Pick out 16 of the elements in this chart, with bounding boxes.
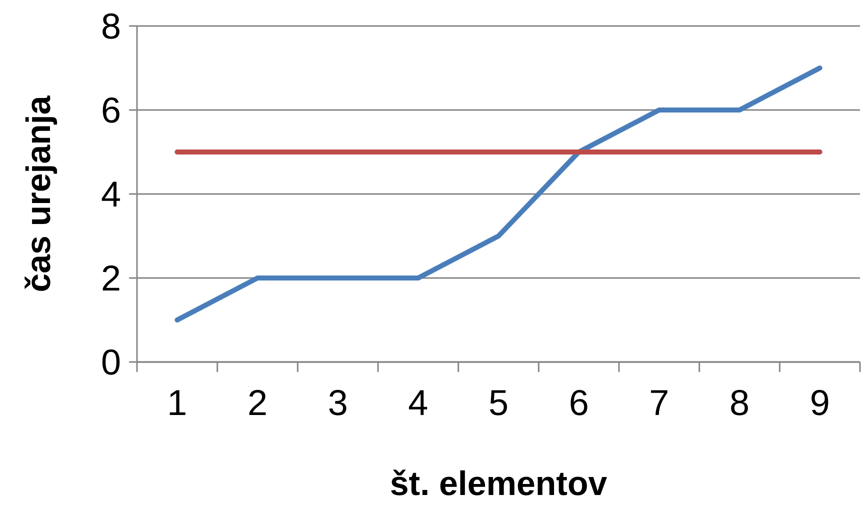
y-tick-label: 0 bbox=[100, 342, 121, 383]
x-tick-label: 1 bbox=[167, 382, 188, 423]
x-tick-label: 7 bbox=[649, 382, 670, 423]
x-tick-label: 4 bbox=[408, 382, 428, 423]
y-tick-label: 8 bbox=[100, 6, 121, 47]
x-axis-title: št. elementov bbox=[390, 465, 608, 503]
x-tick-label: 3 bbox=[328, 382, 348, 423]
x-tick-label: 2 bbox=[247, 382, 268, 423]
y-tick-label: 6 bbox=[100, 90, 121, 131]
y-tick-label: 4 bbox=[100, 174, 121, 215]
x-tick-label: 6 bbox=[568, 382, 589, 423]
y-tick-label: 2 bbox=[100, 258, 121, 299]
x-tick-label: 8 bbox=[729, 382, 750, 423]
x-tick-label: 5 bbox=[488, 382, 509, 423]
y-axis-title: čas urejanja bbox=[20, 94, 58, 292]
x-tick-label: 9 bbox=[810, 382, 830, 423]
